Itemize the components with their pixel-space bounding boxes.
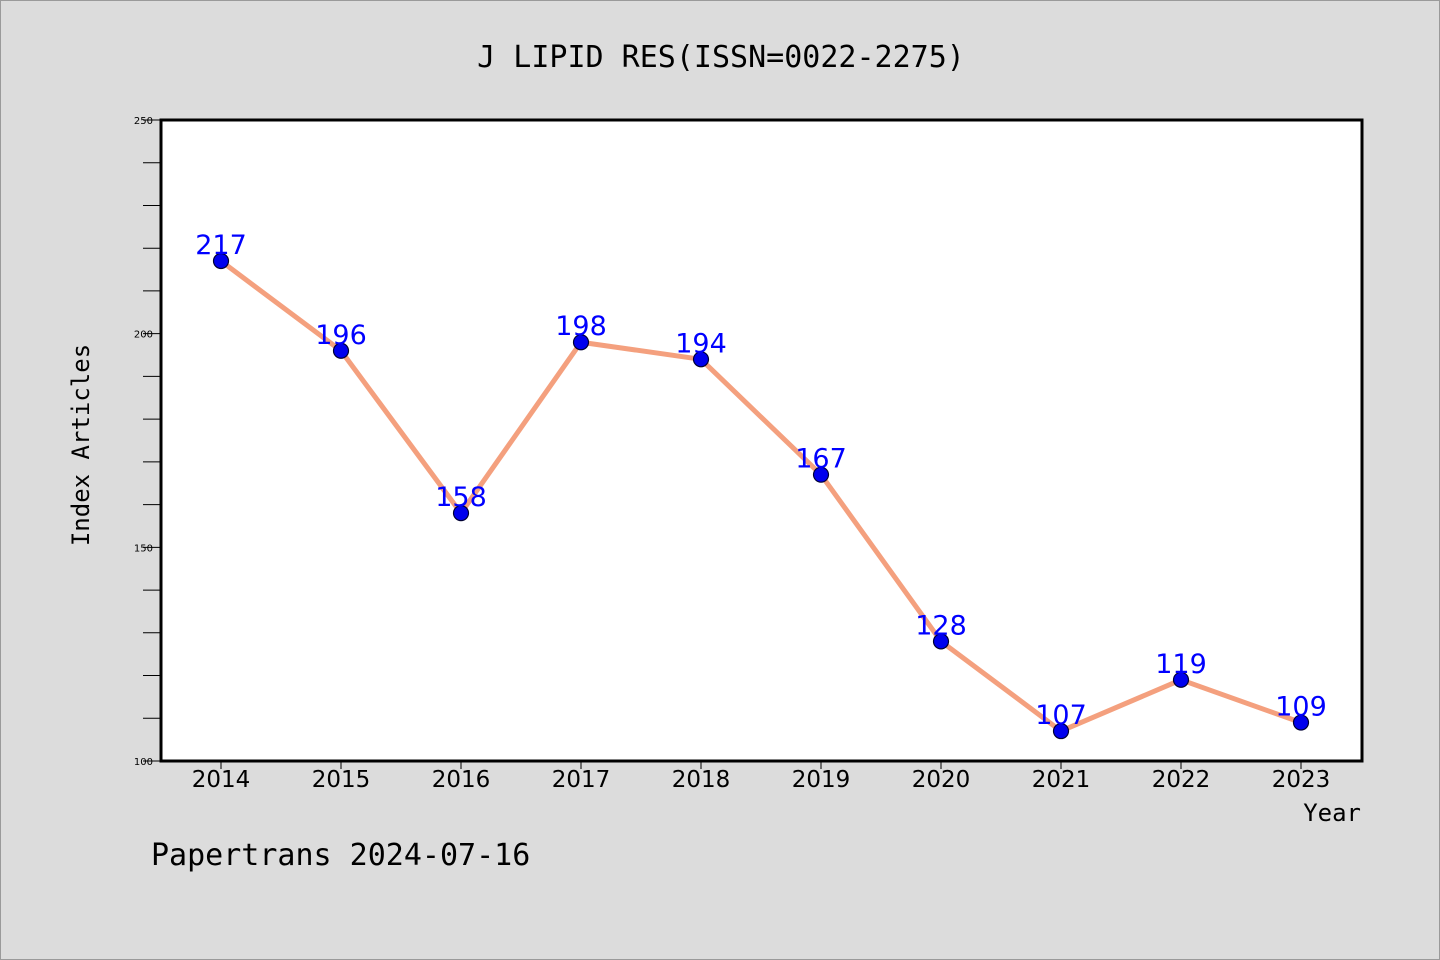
data-label: 119	[1155, 649, 1207, 680]
data-point	[452, 505, 470, 522]
y-tick-label: 150	[134, 543, 153, 554]
data-point	[812, 466, 830, 483]
data-label: 217	[195, 230, 247, 261]
x-tick-label: 2014	[192, 767, 251, 793]
series-line-group	[212, 252, 1310, 740]
x-tick-label: 2022	[1152, 767, 1211, 793]
data-point	[332, 342, 350, 359]
x-tick-label: 2016	[432, 767, 491, 793]
data-label: 194	[675, 328, 727, 359]
data-point	[1052, 722, 1070, 740]
data-point	[1172, 671, 1190, 688]
data-label: 107	[1035, 700, 1087, 731]
x-tick-label: 2017	[552, 767, 611, 793]
plot-area	[159, 118, 1364, 763]
x-tick-label: 2023	[1272, 767, 1331, 793]
y-tick-label: 200	[134, 330, 153, 341]
data-point	[692, 351, 710, 368]
data-point	[932, 633, 950, 650]
data-label-group: 217 196 158 198 194 167 128 107 119 109	[195, 230, 1327, 731]
x-tick-label: 2020	[912, 767, 971, 793]
data-point	[1292, 714, 1310, 731]
x-axis: 2014 2015 2016 2017 2018 2019 2020 2021 2022 2023	[192, 761, 1331, 793]
y-tick-label: 100	[134, 757, 153, 768]
footer-credit: Papertrans 2024-07-16	[151, 838, 530, 873]
data-point	[212, 252, 230, 270]
x-tick-label: 2019	[792, 767, 851, 793]
y-axis-label: Index Articles	[67, 344, 95, 546]
series-line	[218, 258, 1304, 734]
x-axis-label: Year	[1303, 799, 1361, 827]
x-tick-label: 2018	[672, 767, 731, 793]
y-axis: 100 150 200 250	[134, 116, 161, 768]
data-label: 198	[555, 311, 607, 342]
chart-title: J LIPID RES(ISSN=0022-2275)	[477, 40, 965, 75]
y-tick-label: 250	[134, 116, 153, 127]
data-label: 167	[795, 444, 847, 475]
data-label: 128	[915, 610, 967, 641]
x-tick-label: 2015	[312, 767, 371, 793]
data-label: 109	[1275, 692, 1327, 723]
data-point	[572, 334, 590, 351]
x-tick-label: 2021	[1032, 767, 1091, 793]
data-label: 196	[315, 320, 367, 351]
data-label: 158	[435, 482, 487, 513]
